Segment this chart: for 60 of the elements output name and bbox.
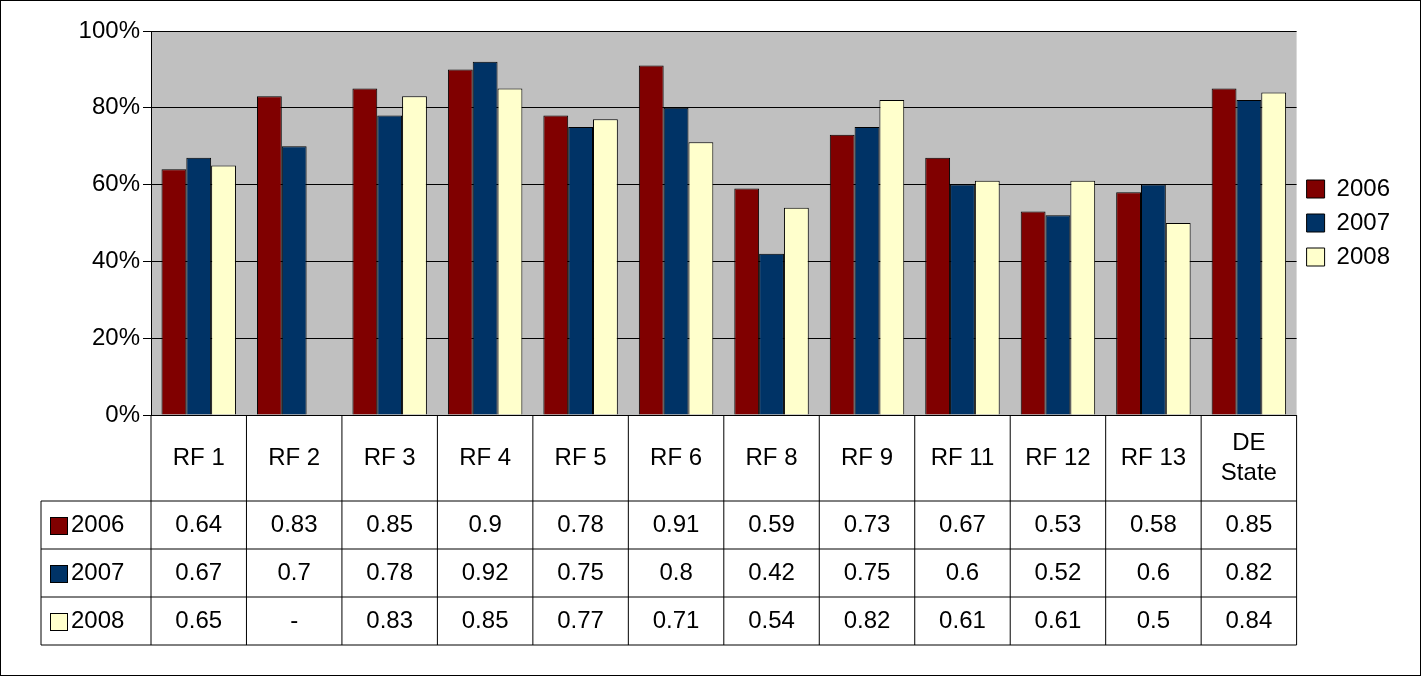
data-label: 0.82	[1225, 557, 1273, 585]
data-label: 0.77	[557, 605, 604, 633]
legend-label: 2006	[1336, 173, 1390, 201]
y-tick-label: 20%	[91, 322, 140, 350]
y-tick-label: 80%	[91, 92, 140, 120]
data-label: 0.85	[366, 509, 414, 537]
x-tick-label: RF 6	[650, 442, 703, 470]
data-label: 0.85	[461, 605, 509, 633]
x-tick-label: RF 1	[172, 442, 225, 470]
data-label: 0.84	[1225, 605, 1273, 633]
x-tick-label: RF 4	[459, 442, 512, 470]
data-label: 0.75	[843, 557, 891, 585]
data-label: 0.73	[843, 509, 891, 537]
data-label: 0.59	[748, 509, 795, 537]
data-label: 0.71	[652, 605, 700, 633]
data-label: 0.5	[1136, 605, 1171, 633]
data-label: 0.61	[939, 605, 986, 633]
x-tick-label: RF 9	[841, 442, 894, 470]
y-tick-label: 100%	[78, 15, 140, 43]
data-label: 0.83	[366, 605, 414, 633]
data-label: 0.65	[175, 605, 223, 633]
data-label: 0.82	[843, 605, 891, 633]
x-tick-label: RF 13	[1120, 442, 1187, 470]
x-tick-label: RF 2	[268, 442, 321, 470]
text: 2008	[71, 605, 125, 633]
data-label: 0.78	[366, 557, 414, 585]
data-label: 0.85	[1225, 509, 1273, 537]
text: 2007	[71, 557, 125, 585]
y-tick-label: 0%	[105, 399, 140, 427]
data-label: 0.67	[939, 509, 986, 537]
text: -	[290, 605, 299, 633]
data-label: 0.52	[1034, 557, 1082, 585]
x-tick-label: RF 5	[554, 442, 607, 470]
data-label: 0.58	[1130, 509, 1177, 537]
x-tick-label: RF 8	[745, 442, 798, 470]
data-label: 0.42	[748, 557, 795, 585]
y-tick-label: 40%	[91, 246, 140, 274]
data-label: 0.6	[1136, 557, 1171, 585]
legend-label: 2007	[1336, 207, 1390, 235]
data-label: 0.53	[1034, 509, 1082, 537]
data-label: 0.92	[461, 557, 509, 585]
data-label: 0.83	[270, 509, 318, 537]
x-tick-label: RF 11	[930, 442, 995, 470]
data-label: 0.9	[468, 509, 502, 537]
data-label: 0.54	[748, 605, 795, 633]
legend-label: 2008	[1336, 241, 1390, 269]
data-label: 0.7	[277, 557, 311, 585]
data-label: 0.61	[1034, 605, 1082, 633]
data-label: 0.6	[945, 557, 980, 585]
x-tick-label: RF 12	[1025, 442, 1091, 470]
data-label: 0.78	[557, 509, 604, 537]
text: 2006	[71, 509, 125, 537]
data-label: 0.75	[557, 557, 604, 585]
x-tick-label: DE State	[1220, 427, 1277, 485]
y-tick-label: 60%	[91, 169, 140, 197]
data-label: 0.67	[175, 557, 223, 585]
data-label: 0.64	[175, 509, 223, 537]
data-label: 0.8	[659, 557, 693, 585]
x-tick-label: RF 3	[363, 442, 416, 470]
data-label: 0.91	[652, 509, 700, 537]
